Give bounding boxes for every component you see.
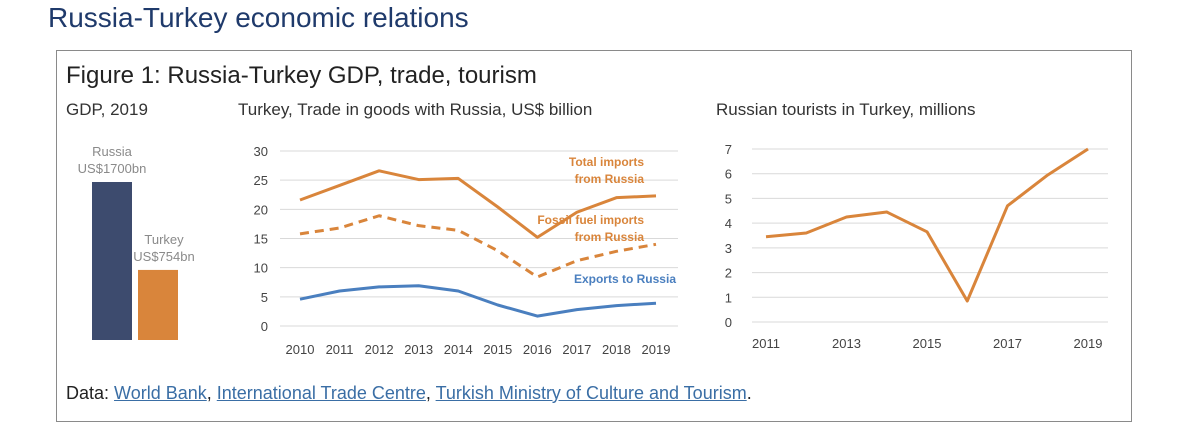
series-label: Total imports	[569, 155, 644, 169]
series-label: Fossil fuel imports	[537, 213, 644, 227]
y-tick-label: 7	[725, 142, 732, 157]
figure-title: Figure 1: Russia-Turkey GDP, trade, tour…	[66, 62, 537, 89]
x-tick-label: 2013	[404, 342, 433, 357]
series-label: from Russia	[575, 172, 645, 186]
source-link-itc[interactable]: International Trade Centre	[216, 383, 426, 403]
y-tick-label: 0	[725, 315, 732, 330]
y-tick-label: 25	[254, 173, 268, 188]
trade-chart-title: Turkey, Trade in goods with Russia, US$ …	[238, 100, 593, 119]
page-title: Russia-Turkey economic relations	[48, 2, 469, 33]
source-line: Data: World Bank, International Trade Ce…	[66, 383, 752, 404]
series-line-0	[299, 169, 657, 239]
y-tick-label: 5	[725, 191, 732, 206]
series-line-0	[765, 147, 1089, 303]
x-tick-label: 2016	[523, 342, 552, 357]
tourism-chart: 0 1 2 3 4 5 6 7 2011 2013 2015 2017 2019	[725, 142, 1108, 351]
gdp-bar-label: Turkey	[144, 232, 184, 247]
gdp-bar-label: US$1700bn	[78, 161, 147, 176]
x-tick-label: 2019	[1074, 336, 1103, 351]
y-tick-label: 4	[725, 216, 732, 231]
x-tick-label: 2014	[444, 342, 473, 357]
x-tick-label: 2015	[913, 336, 942, 351]
series-label: Exports to Russia	[574, 272, 676, 286]
gdp-bar-turkey	[138, 269, 178, 340]
x-tick-label: 2017	[993, 336, 1022, 351]
x-tick-label: 2013	[832, 336, 861, 351]
y-tick-label: 5	[261, 290, 268, 305]
series-line-1	[299, 214, 657, 279]
x-tick-label: 2011	[326, 342, 354, 357]
source-separator: ,	[425, 383, 436, 403]
y-tick-label: 3	[725, 241, 732, 256]
source-suffix: .	[746, 383, 752, 403]
y-tick-label: 20	[254, 202, 268, 217]
source-link-ministry[interactable]: Turkish Ministry of Culture and Tourism	[435, 383, 747, 403]
x-tick-label: 2017	[562, 342, 591, 357]
x-tick-label: 2011	[752, 336, 780, 351]
y-tick-label: 0	[261, 319, 268, 334]
gdp-chart: Russia US$1700bn Turkey US$754bn	[78, 144, 195, 340]
y-tick-label: 2	[725, 266, 732, 281]
y-tick-label: 30	[254, 144, 268, 159]
source-prefix: Data:	[66, 383, 115, 403]
y-tick-label: 15	[254, 232, 268, 247]
source-separator: ,	[206, 383, 217, 403]
gdp-bar-label: Russia	[92, 144, 133, 159]
x-tick-label: 2018	[602, 342, 631, 357]
source-link-world-bank[interactable]: World Bank	[114, 383, 207, 403]
trade-chart: 0 5 10 15 20 25 30 2010 2011 2012 2013 2014 2015 2016…	[254, 144, 678, 357]
y-tick-label: 1	[725, 290, 732, 305]
y-tick-label: 6	[725, 167, 732, 182]
x-tick-label: 2012	[365, 342, 394, 357]
x-tick-label: 2019	[642, 342, 671, 357]
y-tick-label: 10	[254, 261, 268, 276]
figure-frame	[56, 50, 1132, 422]
gdp-bar-russia	[92, 182, 132, 340]
tourism-chart-title: Russian tourists in Turkey, millions	[716, 100, 976, 119]
gdp-bar-label: US$754bn	[133, 249, 194, 264]
series-label: from Russia	[575, 230, 645, 244]
x-tick-label: 2015	[483, 342, 512, 357]
series-line-2	[299, 284, 657, 318]
gdp-chart-title: GDP, 2019	[66, 100, 148, 119]
x-tick-label: 2010	[286, 342, 315, 357]
